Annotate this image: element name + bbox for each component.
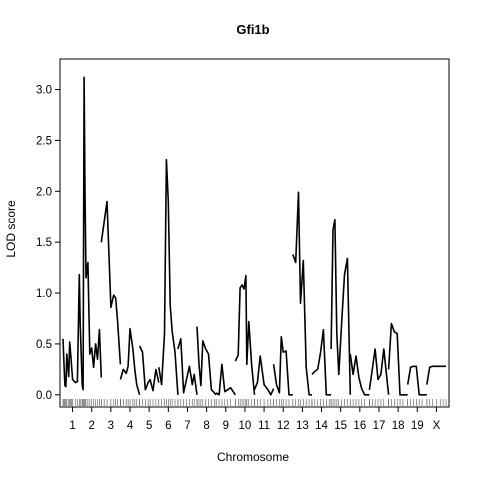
- y-tick-label: 3.0: [36, 85, 52, 97]
- chromosome-label: 1: [69, 420, 75, 432]
- chromosome-label: 2: [89, 420, 95, 432]
- lod-curve-chr-2: [82, 77, 101, 389]
- chromosome-label: 3: [108, 420, 114, 432]
- lod-curve-chr-17: [369, 349, 388, 395]
- chromosome-label: 15: [334, 420, 347, 432]
- lod-curve-chr-11: [255, 356, 274, 395]
- chromosome-label: 16: [353, 420, 366, 432]
- lod-curves: [63, 77, 446, 395]
- y-tick-label: 0.5: [36, 339, 52, 351]
- y-tick-label: 1.0: [36, 288, 52, 300]
- lod-curve-chr-15: [331, 220, 350, 395]
- chromosome-label: 5: [146, 420, 152, 432]
- lod-curve-chr-12: [274, 337, 293, 395]
- lod-curve-chr-5: [140, 346, 159, 391]
- lod-curve-chr-14: [312, 330, 331, 395]
- lod-curve-chr-13: [293, 192, 312, 394]
- chromosome-label: 17: [373, 420, 386, 432]
- lod-curve-chr-6: [159, 160, 178, 395]
- y-tick-label: 2.0: [36, 186, 52, 198]
- lod-curve-chr-19: [408, 366, 427, 395]
- chromosome-label: 4: [127, 420, 134, 432]
- chromosome-label: 9: [223, 420, 229, 432]
- chromosome-label: 13: [296, 420, 309, 432]
- plot-frame: [60, 59, 449, 407]
- chromosome-label: 10: [239, 420, 252, 432]
- chromosome-label: 6: [165, 420, 171, 432]
- y-axis: 0.0 0.5 1.0 1.5 2.0 2.5 3.0: [36, 85, 60, 402]
- chromosome-label: X: [433, 420, 441, 432]
- y-tick-label: 2.5: [36, 135, 52, 147]
- lod-curve-chr-18: [389, 324, 408, 395]
- chromosome-label: 8: [203, 420, 209, 432]
- lod-curve-chr-10: [235, 276, 254, 395]
- lod-curve-chr-7: [178, 339, 197, 395]
- lod-curve-chr-9: [216, 364, 235, 395]
- lod-curve-chr-1: [63, 275, 82, 387]
- x-axis: 1 2 3 4 5 6 7 8 9 10 11 12 13 14 15 16 17 18 19 X: [69, 407, 440, 432]
- x-axis-label: Chromosome: [217, 450, 289, 464]
- lod-curve-chr-X: [427, 366, 446, 384]
- lod-curve-chr-8: [197, 327, 216, 395]
- y-axis-label: LOD score: [4, 200, 18, 258]
- chromosome-label: 19: [411, 420, 424, 432]
- y-tick-label: 1.5: [36, 237, 52, 249]
- lod-curve-chr-4: [120, 329, 139, 395]
- chart-title: Gfi1b: [236, 22, 269, 37]
- chromosome-label: 18: [392, 420, 405, 432]
- marker-rug: [63, 399, 446, 406]
- chromosome-label: 11: [258, 420, 270, 432]
- chromosome-label: 7: [184, 420, 190, 432]
- y-tick-label: 0.0: [36, 390, 52, 402]
- chromosome-label: 12: [277, 420, 290, 432]
- chromosome-label: 14: [315, 420, 328, 432]
- lod-curve-chr-16: [350, 354, 369, 395]
- lod-curve-chr-3: [101, 202, 120, 365]
